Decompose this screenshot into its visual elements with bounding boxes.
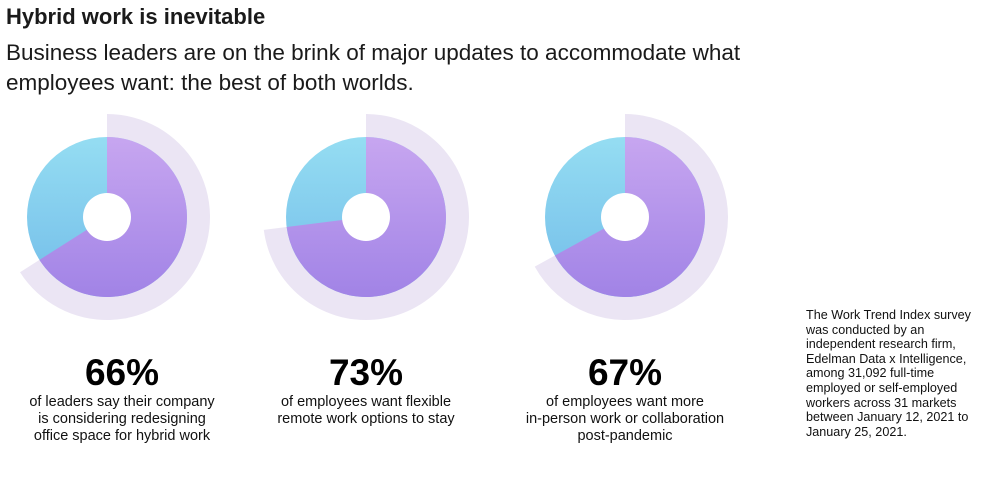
- donut-chart-leaders-redesign: [20, 114, 217, 320]
- description-line: remote work options to stay: [277, 411, 455, 427]
- description-line: is considering redesigning: [38, 411, 206, 427]
- page-title: Hybrid work is inevitable: [6, 4, 266, 29]
- footnote-line: Edelman Data x Intelligence,: [806, 351, 967, 366]
- percentage-label: 73%: [328, 352, 404, 393]
- footnote-line: January 25, 2021.: [806, 424, 907, 439]
- donut-chart-flexible-remote: [263, 114, 476, 320]
- stat-block-leaders-redesign: 66% of leaders say their company is cons…: [2, 352, 242, 445]
- footnote-line: workers across 31 markets: [806, 395, 957, 410]
- description-line: in-person work or collaboration: [525, 411, 725, 427]
- stat-block-flexible-remote: 73% of employees want flexible remote wo…: [246, 352, 486, 428]
- footnote-line: independent research firm,: [806, 337, 956, 352]
- description-line: office space for hybrid work: [33, 428, 211, 444]
- percentage-label: 67%: [587, 352, 663, 393]
- footnote-line: between January 12, 2021 to: [806, 410, 969, 425]
- stat-description: of employees want more in-person work or…: [505, 394, 745, 445]
- description-line: of employees want more: [546, 394, 704, 410]
- donut-hole: [342, 193, 390, 241]
- page-subtitle: Business leaders are on the brink of maj…: [6, 40, 741, 95]
- stat-block-in-person: 67% of employees want more in-person wor…: [505, 352, 745, 445]
- survey-footnote: The Work Trend Index survey was conducte…: [806, 308, 996, 439]
- description-line: post-pandemic: [577, 428, 673, 444]
- donut-hole: [601, 193, 649, 241]
- description-line: of leaders say their company: [29, 394, 215, 410]
- stat-description: of leaders say their company is consider…: [2, 394, 242, 445]
- donut-hole: [83, 193, 131, 241]
- stat-description: of employees want flexible remote work o…: [246, 394, 486, 428]
- footnote-line: employed or self-employed: [806, 380, 958, 395]
- footnote-line: was conducted by an: [806, 322, 925, 337]
- donut-chart-in-person: [534, 114, 735, 320]
- footnote-line: The Work Trend Index survey: [806, 308, 971, 322]
- percentage-label: 66%: [84, 352, 160, 393]
- footnote-line: among 31,092 full-time: [806, 366, 935, 381]
- description-line: of employees want flexible: [280, 394, 452, 410]
